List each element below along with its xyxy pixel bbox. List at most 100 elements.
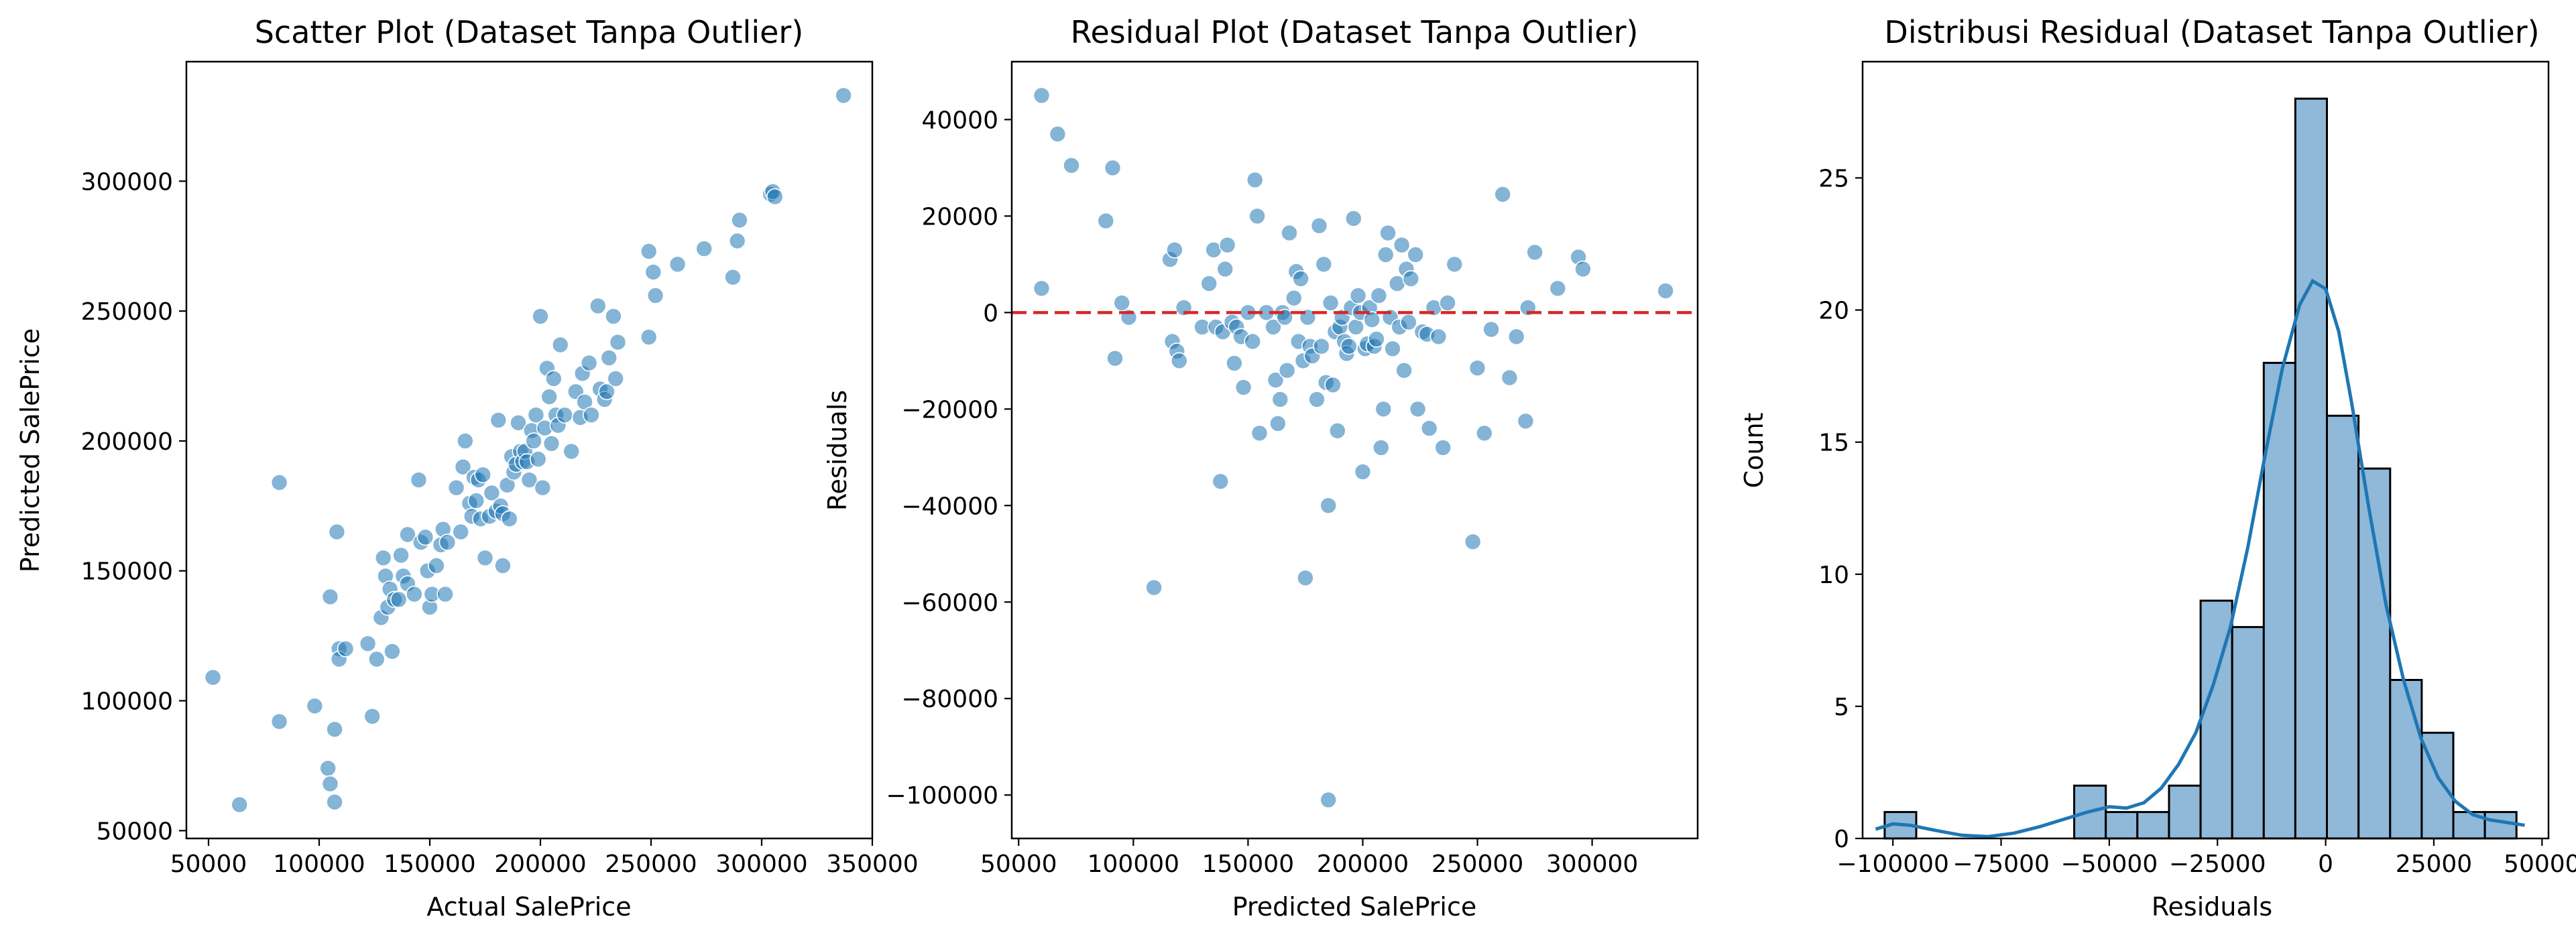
residual-point xyxy=(1218,236,1236,254)
residual-point xyxy=(1420,420,1438,437)
residual-plot-panel: 50000 100000 150000 200000 250000 300000−1000… xyxy=(823,14,1699,922)
residual-point xyxy=(1517,412,1535,430)
residual-point xyxy=(1246,171,1264,189)
scatter-point xyxy=(367,650,386,668)
scatter-point xyxy=(695,240,713,257)
scatter-point xyxy=(456,432,474,450)
scatter-point xyxy=(510,414,527,432)
scatter-point xyxy=(529,450,547,468)
residual-point xyxy=(1269,415,1287,432)
residual-point xyxy=(1329,422,1346,440)
scatter-plot-panel: 50000 100000 150000 200000 250000 300000 35000… xyxy=(15,14,919,922)
residual-point xyxy=(1429,328,1448,346)
scatter-ytick-label: 50000 xyxy=(96,818,173,845)
residual-point xyxy=(1526,243,1543,261)
scatter-point xyxy=(399,525,416,544)
scatter-xtick-label: 250000 xyxy=(605,851,697,878)
scatter-point xyxy=(527,406,545,424)
residual-point xyxy=(1501,369,1519,387)
residual-point xyxy=(1407,246,1424,263)
residual-xtick-label: 250000 xyxy=(1431,851,1523,878)
residual-ytick-label: −60000 xyxy=(901,589,998,617)
residual-point xyxy=(1494,186,1511,203)
scatter-point xyxy=(337,640,355,657)
residual-xtick-label: 50000 xyxy=(980,851,1057,878)
residual-histogram-ylabel: Count xyxy=(1739,413,1769,489)
residual-point xyxy=(1166,241,1183,259)
residual-point xyxy=(1464,533,1482,551)
hist-xtick-label: 25000 xyxy=(2396,851,2473,878)
scatter-point xyxy=(646,287,664,304)
residual-point xyxy=(1395,361,1413,379)
scatter-point xyxy=(454,458,472,476)
scatter-point xyxy=(532,308,549,325)
hist-ytick-label: 10 xyxy=(1818,562,1849,589)
residual-point xyxy=(1097,212,1115,230)
residual-point xyxy=(1507,328,1525,346)
scatter-xtick-label: 100000 xyxy=(273,851,365,878)
scatter-point xyxy=(605,308,622,325)
scatter-point xyxy=(525,432,542,450)
residual-point xyxy=(1265,318,1282,336)
scatter-point xyxy=(766,188,784,206)
residual-ytick-label: 20000 xyxy=(921,203,998,231)
residual-point xyxy=(1281,224,1298,242)
scatter-point xyxy=(520,471,538,489)
scatter-point xyxy=(270,474,288,491)
scatter-point xyxy=(542,434,561,452)
hist-ytick-label: 5 xyxy=(1834,694,1849,721)
scatter-plot-xlabel: Actual SalePrice xyxy=(426,892,631,922)
residual-point xyxy=(1434,439,1452,456)
residual-point xyxy=(1315,255,1333,273)
residual-point xyxy=(1310,216,1328,235)
scatter-ytick-label: 300000 xyxy=(81,168,173,196)
scatter-point xyxy=(563,442,581,460)
residual-point xyxy=(1476,424,1493,442)
residual-point xyxy=(1212,473,1230,491)
residual-point xyxy=(1439,294,1456,312)
residual-point xyxy=(1113,294,1130,312)
residual-point xyxy=(1200,275,1218,292)
residual-point xyxy=(1033,279,1051,298)
hist-ytick-label: 15 xyxy=(1818,430,1849,457)
residual-point xyxy=(1340,337,1358,355)
scatter-axes-frame xyxy=(185,60,874,840)
scatter-point xyxy=(306,697,324,715)
scatter-point xyxy=(452,523,470,541)
scatter-point xyxy=(483,484,501,502)
hist-bar xyxy=(2231,626,2265,840)
residual-plot-xlabel: Predicted SalePrice xyxy=(1232,892,1477,922)
scatter-point xyxy=(416,528,434,546)
residual-histogram-title: Distribusi Residual (Dataset Tanpa Outli… xyxy=(1884,14,2539,50)
residual-point xyxy=(1313,337,1330,355)
residual-point xyxy=(1370,287,1388,304)
residual-point xyxy=(1297,569,1314,587)
scatter-point xyxy=(489,412,508,429)
scatter-point xyxy=(436,585,454,603)
scatter-point xyxy=(640,243,658,260)
scatter-point xyxy=(494,557,512,574)
residual-point xyxy=(1574,260,1592,278)
residual-point xyxy=(1363,311,1381,328)
scatter-point xyxy=(231,796,249,814)
scatter-point xyxy=(359,635,377,653)
scatter-ytick-label: 150000 xyxy=(81,558,173,586)
scatter-point xyxy=(476,549,494,567)
residual-point xyxy=(1216,260,1234,278)
residual-point xyxy=(1402,270,1420,288)
scatter-point xyxy=(428,557,445,574)
residual-plot-title: Residual Plot (Dataset Tanpa Outlier) xyxy=(1071,14,1639,50)
residual-point xyxy=(1106,349,1124,367)
residual-point xyxy=(1049,125,1067,143)
hist-xtick-label: −100000 xyxy=(1836,851,1949,878)
scatter-point xyxy=(607,370,625,387)
residual-point xyxy=(1320,497,1337,515)
scatter-point xyxy=(447,479,465,497)
scatter-point xyxy=(363,708,382,725)
residual-point xyxy=(1226,355,1243,372)
scatter-point xyxy=(540,388,559,405)
residual-point xyxy=(1347,318,1364,336)
scatter-xtick-label: 50000 xyxy=(170,851,247,878)
scatter-point xyxy=(384,643,401,660)
residual-ytick-label: 0 xyxy=(983,300,998,327)
